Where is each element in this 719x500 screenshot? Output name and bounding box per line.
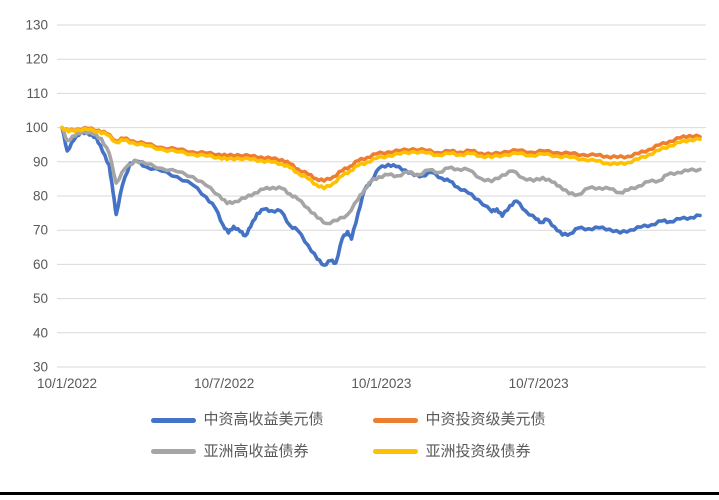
- legend-item-1: 中资投资级美元债: [372, 411, 569, 429]
- legend-label: 中资高收益美元债: [203, 411, 324, 428]
- legend-swatch-icon: [372, 449, 418, 455]
- legend-swatch-icon: [150, 449, 196, 455]
- gridlines: [57, 24, 706, 368]
- line-chart: 130 120 110 100 90 80 70 60 50 40 30 10/1/2022 10/7…: [25, 18, 706, 391]
- legend-label: 中资投资级美元债: [425, 411, 546, 428]
- y-axis-label-30: 30: [33, 360, 48, 375]
- legend-item-0: 中资高收益美元债: [150, 411, 347, 429]
- y-axis-label-70: 70: [33, 223, 48, 238]
- series-lines: [60, 125, 702, 267]
- y-axis-label-90: 90: [33, 154, 48, 169]
- legend-label: 亚洲高收益债券: [203, 442, 309, 460]
- legend-swatch-icon: [372, 417, 418, 423]
- chart-legend: 中资高收益美元债 中资投资级美元债亚洲高收益债券 亚洲投资级债券: [0, 411, 719, 461]
- legend-item-2: 亚洲高收益债券: [150, 442, 347, 461]
- y-axis-label-110: 110: [26, 86, 48, 101]
- x-axis-labels: 10/1/2022 10/7/2022 10/1/2023 10/7/2023: [37, 376, 569, 391]
- x-axis-label-3: 10/7/2023: [509, 376, 569, 391]
- series-line-0: [60, 125, 702, 267]
- x-axis-label-0: 10/1/2022: [37, 376, 97, 391]
- legend-swatch-icon: [150, 417, 196, 423]
- legend-label: 亚洲投资级债券: [425, 442, 531, 460]
- legend-item-3: 亚洲投资级债券: [372, 442, 569, 461]
- y-axis-label-130: 130: [25, 18, 48, 33]
- series-line-3: [60, 125, 702, 191]
- x-axis-label-1: 10/7/2022: [194, 376, 254, 391]
- y-axis-label-120: 120: [25, 52, 48, 67]
- bottom-divider: [0, 492, 719, 495]
- series-line-2: [60, 125, 702, 226]
- y-axis-label-60: 60: [33, 257, 48, 272]
- y-axis-label-40: 40: [33, 325, 48, 340]
- x-axis-label-2: 10/1/2023: [351, 376, 411, 391]
- series-line-1: [60, 125, 702, 183]
- y-axis-label-80: 80: [33, 189, 48, 204]
- y-axis-labels: 130 120 110 100 90 80 70 60 50 40 30: [25, 18, 48, 375]
- y-axis-label-50: 50: [33, 291, 48, 306]
- y-axis-label-100: 100: [25, 120, 48, 135]
